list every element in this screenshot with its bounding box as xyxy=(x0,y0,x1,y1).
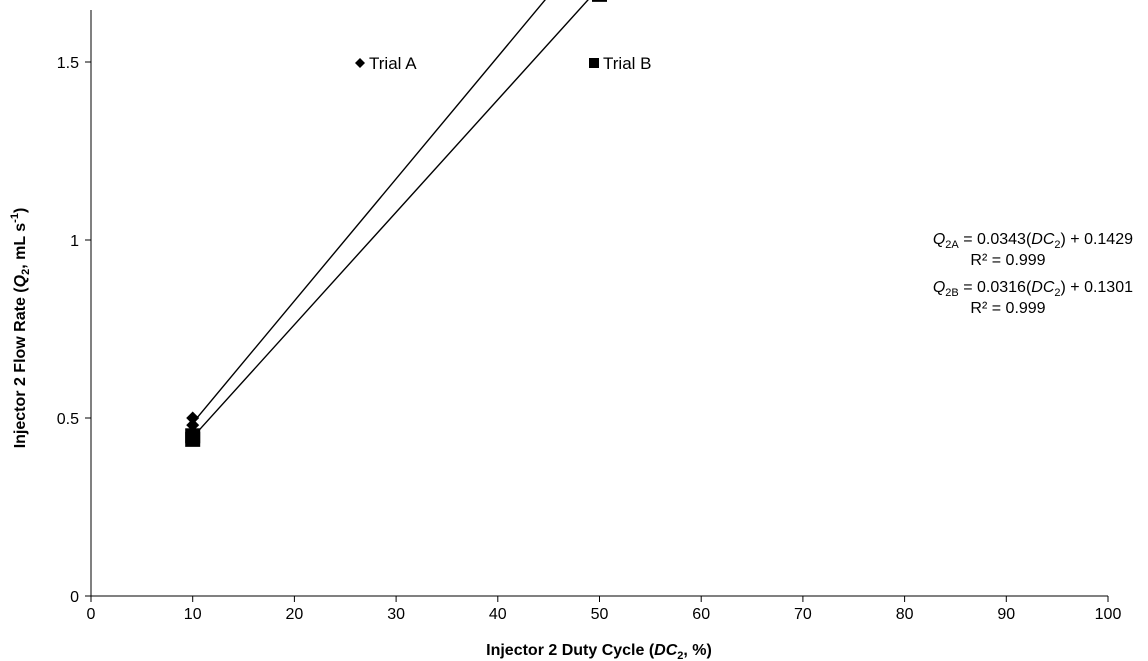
x-tick-label: 70 xyxy=(794,606,812,623)
legend-label-trial-a: Trial A xyxy=(369,54,417,73)
y-tick-label: 0 xyxy=(70,589,79,606)
y-axis-title: Injector 2 Flow Rate (Q2, mL s-1) xyxy=(9,208,32,449)
x-tick-label: 80 xyxy=(896,606,914,623)
equation-trial-a: Q2A = 0.0343(DC2) + 0.1429 xyxy=(933,231,1133,251)
x-tick-label: 60 xyxy=(692,606,710,623)
trendline-equations: Q2A = 0.0343(DC2) + 0.1429 R² = 0.999 Q2… xyxy=(933,231,1133,317)
data-point-trial-a xyxy=(186,411,200,425)
x-tick-label: 20 xyxy=(286,606,304,623)
legend-diamond-icon xyxy=(355,58,365,68)
data-point-trial-b xyxy=(592,0,607,2)
x-axis-title: Injector 2 Duty Cycle (DC2, %) xyxy=(486,642,712,661)
trendline-trial-b xyxy=(192,0,589,438)
x-tick-label: 10 xyxy=(184,606,202,623)
x-tick-label: 40 xyxy=(489,606,507,623)
y-tick-label: 0.5 xyxy=(57,411,79,428)
legend-item-trial-b: Trial B xyxy=(589,54,652,73)
legend-label-trial-b: Trial B xyxy=(603,54,652,73)
legend-square-icon xyxy=(589,58,599,68)
x-tick-label: 90 xyxy=(997,606,1015,623)
equation-trial-b: Q2B = 0.0316(DC2) + 0.1301 xyxy=(933,279,1133,299)
x-tick-label: 50 xyxy=(591,606,609,623)
x-tick-label: 30 xyxy=(387,606,405,623)
y-tick-label: 1.5 xyxy=(57,55,79,72)
legend-item-trial-a: Trial A xyxy=(355,54,417,73)
x-tick-label: 100 xyxy=(1095,606,1122,623)
y-tick-label: 1 xyxy=(70,233,79,250)
r2-trial-a: R² = 0.999 xyxy=(970,252,1045,269)
legend: Trial A Trial B xyxy=(355,54,652,73)
r2-trial-b: R² = 0.999 xyxy=(970,300,1045,317)
x-tick-label: 0 xyxy=(87,606,96,623)
trendline-trial-a xyxy=(192,0,546,424)
data-point-trial-b xyxy=(185,428,201,444)
